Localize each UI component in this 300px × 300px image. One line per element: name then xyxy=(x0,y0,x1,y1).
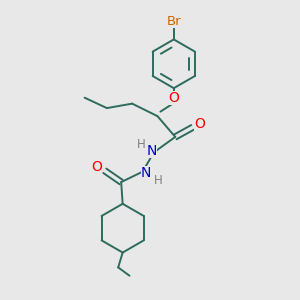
Text: H: H xyxy=(154,174,162,187)
Text: O: O xyxy=(92,160,102,174)
Text: H: H xyxy=(136,138,145,151)
Text: O: O xyxy=(168,91,179,105)
Text: O: O xyxy=(194,117,206,131)
Text: N: N xyxy=(146,144,157,158)
Text: N: N xyxy=(141,166,151,180)
Text: Br: Br xyxy=(167,14,181,28)
